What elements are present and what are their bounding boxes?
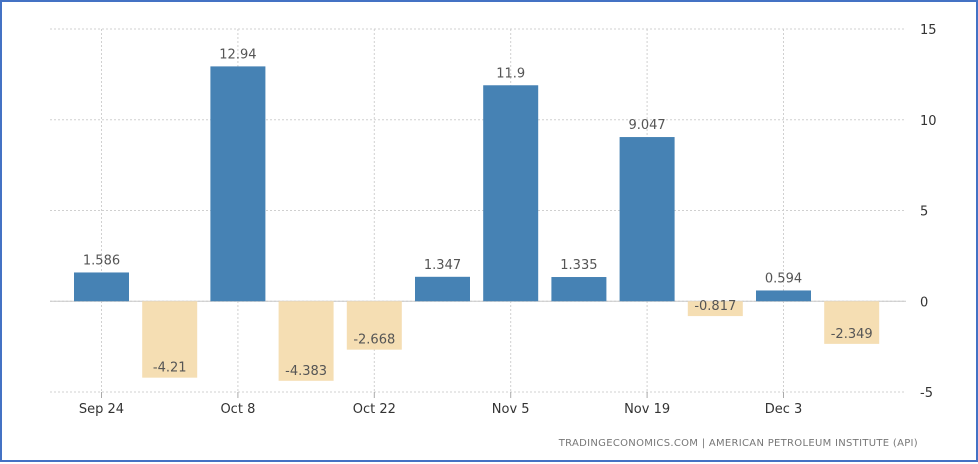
data-label: 1.347 [424, 258, 461, 273]
bar[interactable] [415, 276, 470, 302]
bar-layer [74, 66, 880, 381]
y-tick-label: 15 [920, 23, 937, 38]
bar[interactable] [687, 301, 743, 317]
data-label: 1.586 [83, 253, 120, 268]
x-tick-label: Nov 19 [624, 402, 670, 417]
data-label: 12.94 [219, 47, 256, 62]
x-tick-label: Oct 8 [220, 402, 255, 417]
data-label: 11.9 [496, 66, 525, 81]
data-label: -2.349 [831, 327, 873, 342]
data-label: 1.335 [560, 258, 597, 273]
data-label: -0.817 [694, 299, 736, 314]
data-label: -2.668 [353, 333, 395, 348]
y-tick-label: 10 [920, 114, 937, 129]
bar[interactable] [483, 85, 539, 302]
bar[interactable] [619, 137, 675, 302]
source-credit: TRADINGECONOMICS.COM | AMERICAN PETROLEU… [558, 438, 918, 449]
y-tick-label: 0 [920, 295, 928, 310]
bar[interactable] [824, 301, 880, 344]
x-tick-label: Nov 5 [492, 402, 530, 417]
bar[interactable] [278, 301, 334, 381]
y-tick-label: 5 [920, 205, 928, 220]
bar[interactable] [210, 66, 266, 302]
x-tick-label: Dec 3 [765, 402, 803, 417]
bar[interactable] [142, 301, 198, 378]
bar[interactable] [74, 272, 129, 302]
label-layer: 1.586 -4.21 12.94 -4.383 -2.668 1.347 11.9 1.33… [83, 47, 873, 378]
bar[interactable] [346, 301, 402, 350]
data-label: 9.047 [628, 118, 665, 133]
bar[interactable] [551, 277, 607, 302]
data-label: -4.21 [153, 361, 187, 376]
y-tick-label: -5 [920, 386, 933, 401]
x-tick-label: Oct 22 [353, 402, 396, 417]
bar[interactable] [756, 290, 811, 302]
axis-layer: 15 10 5 0 -5 Sep 24 Oct 8 Oct 22 Nov 5 Nov 19 Dec … [79, 23, 937, 417]
x-tick-label: Sep 24 [79, 402, 124, 417]
data-label: 0.594 [765, 271, 802, 286]
data-label: -4.383 [285, 364, 327, 379]
